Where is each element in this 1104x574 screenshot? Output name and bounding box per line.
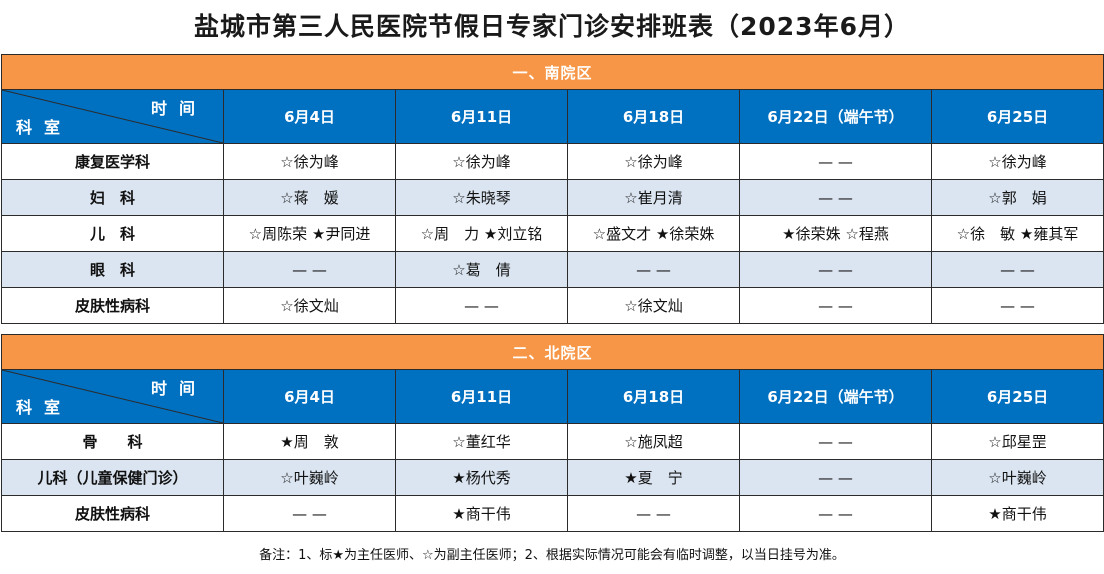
doctor-cell: ☆徐文灿 [567, 287, 740, 324]
dept-name: 儿科（儿童保健门诊） [1, 459, 224, 496]
diagonal-line [2, 90, 223, 143]
corner-dept-label: 科室 [16, 398, 73, 417]
date-header: 6月4日 [223, 89, 396, 144]
doctor-cell: — — [739, 459, 932, 496]
doctor-cell: — — [739, 287, 932, 324]
dept-name: 皮肤性病科 [1, 495, 224, 532]
doctor-cell: — — [395, 287, 568, 324]
doctor-cell: ☆盛文才 ★徐荣姝 [567, 215, 740, 252]
doctor-cell: ☆葛 倩 [395, 251, 568, 288]
dept-name: 妇 科 [1, 179, 224, 216]
date-header-row: 时间 科室 6月4日 6月11日 6月18日 6月22日（端午节） 6月25日 [1, 369, 1104, 424]
doctor-cell: ☆叶巍岭 [223, 459, 396, 496]
footnote: 备注：1、标★为主任医师、☆为副主任医师；2、根据实际情况可能会有临时调整，以当… [259, 548, 845, 563]
dept-name: 康复医学科 [1, 143, 224, 180]
date-header: 6月22日（端午节） [739, 89, 932, 144]
doctor-cell: — — [739, 179, 932, 216]
doctor-cell: ☆徐为峰 [395, 143, 568, 180]
section-title: 二、北院区 [0, 334, 1104, 370]
table-row: 皮肤性病科 ☆徐文灿 — — ☆徐文灿 — — — — [1, 287, 1104, 324]
corner-time-label: 时间 [150, 99, 207, 118]
doctor-cell: — — [567, 495, 740, 532]
doctor-cell: ☆蒋 媛 [223, 179, 396, 216]
dept-name: 儿 科 [1, 215, 224, 252]
doctor-cell: — — [739, 495, 932, 532]
schedule-table-north: 二、北院区 时间 科室 6月4日 6月11日 6月18日 6月22日（端午节） … [0, 334, 1104, 532]
table-row: 皮肤性病科 — — ★商干伟 — — — — ★商干伟 [1, 495, 1104, 532]
corner-time-label: 时间 [150, 379, 207, 398]
doctor-cell: ☆周 力 ★刘立铭 [395, 215, 568, 252]
table-row: 妇 科 ☆蒋 媛 ☆朱晓琴 ☆崔月清 — — ☆郭 娟 [1, 179, 1104, 216]
doctor-cell: ☆郭 娟 [930, 179, 1104, 216]
doctor-cell: ☆董红华 [395, 423, 568, 460]
dept-name: 皮肤性病科 [1, 287, 224, 324]
corner-dept-label: 科室 [16, 118, 73, 137]
doctor-cell: ★徐荣姝 ☆程燕 [739, 215, 932, 252]
table-row: 眼 科 — — ☆葛 倩 — — — — — — [1, 251, 1104, 288]
doctor-cell: ★夏 宁 [567, 459, 740, 496]
date-header: 6月25日 [930, 369, 1104, 424]
table-row: 康复医学科 ☆徐为峰 ☆徐为峰 ☆徐为峰 — — ☆徐为峰 [1, 143, 1104, 180]
doctor-cell: ☆周陈荣 ★尹同进 [223, 215, 396, 252]
date-header: 6月11日 [395, 89, 568, 144]
doctor-cell: — — [739, 251, 932, 288]
doctor-cell: — — [739, 143, 932, 180]
doctor-cell: ☆邱星罡 [930, 423, 1104, 460]
doctor-cell: ★杨代秀 [395, 459, 568, 496]
doctor-cell: ☆徐为峰 [930, 143, 1104, 180]
date-header: 6月22日（端午节） [739, 369, 932, 424]
table-row: 骨 科 ★周 敦 ☆董红华 ☆施凤超 — — ☆邱星罡 [1, 423, 1104, 460]
table-row: 儿 科 ☆周陈荣 ★尹同进 ☆周 力 ★刘立铭 ☆盛文才 ★徐荣姝 ★徐荣姝 ☆… [1, 215, 1104, 252]
doctor-cell: ☆徐为峰 [223, 143, 396, 180]
doctor-cell: ★商干伟 [930, 495, 1104, 532]
doctor-cell: ★周 敦 [223, 423, 396, 460]
doctor-cell: — — [223, 495, 396, 532]
doctor-cell: — — [223, 251, 396, 288]
schedule-table-south: 一、南院区 时间 科室 6月4日 6月11日 6月18日 6月22日（端午节） … [0, 54, 1104, 324]
date-header: 6月18日 [567, 369, 740, 424]
doctor-cell: ☆崔月清 [567, 179, 740, 216]
section-header-south: 一、南院区 [0, 54, 1104, 90]
date-header: 6月25日 [930, 89, 1104, 144]
doctor-cell: ☆徐文灿 [223, 287, 396, 324]
doctor-cell: ☆朱晓琴 [395, 179, 568, 216]
doctor-cell: ☆徐 敏 ★雍其军 [930, 215, 1104, 252]
diagonal-line [2, 370, 223, 423]
doctor-cell: ☆叶巍岭 [930, 459, 1104, 496]
doctor-cell: ☆施凤超 [567, 423, 740, 460]
doctor-cell: — — [567, 251, 740, 288]
corner-header: 时间 科室 [1, 369, 224, 424]
date-header-row: 时间 科室 6月4日 6月11日 6月18日 6月22日（端午节） 6月25日 [1, 89, 1104, 144]
doctor-cell: ☆徐为峰 [567, 143, 740, 180]
doctor-cell: ★商干伟 [395, 495, 568, 532]
dept-name: 骨 科 [1, 423, 224, 460]
page-title: 盐城市第三人民医院节假日专家门诊安排班表（2023年6月） [194, 12, 910, 41]
doctor-cell: — — [930, 287, 1104, 324]
date-header: 6月18日 [567, 89, 740, 144]
date-header: 6月4日 [223, 369, 396, 424]
table-row: 儿科（儿童保健门诊） ☆叶巍岭 ★杨代秀 ★夏 宁 — — ☆叶巍岭 [1, 459, 1104, 496]
date-header: 6月11日 [395, 369, 568, 424]
section-header-north: 二、北院区 [0, 334, 1104, 370]
corner-header: 时间 科室 [1, 89, 224, 144]
doctor-cell: — — [739, 423, 932, 460]
doctor-cell: — — [930, 251, 1104, 288]
section-title: 一、南院区 [0, 54, 1104, 90]
dept-name: 眼 科 [1, 251, 224, 288]
